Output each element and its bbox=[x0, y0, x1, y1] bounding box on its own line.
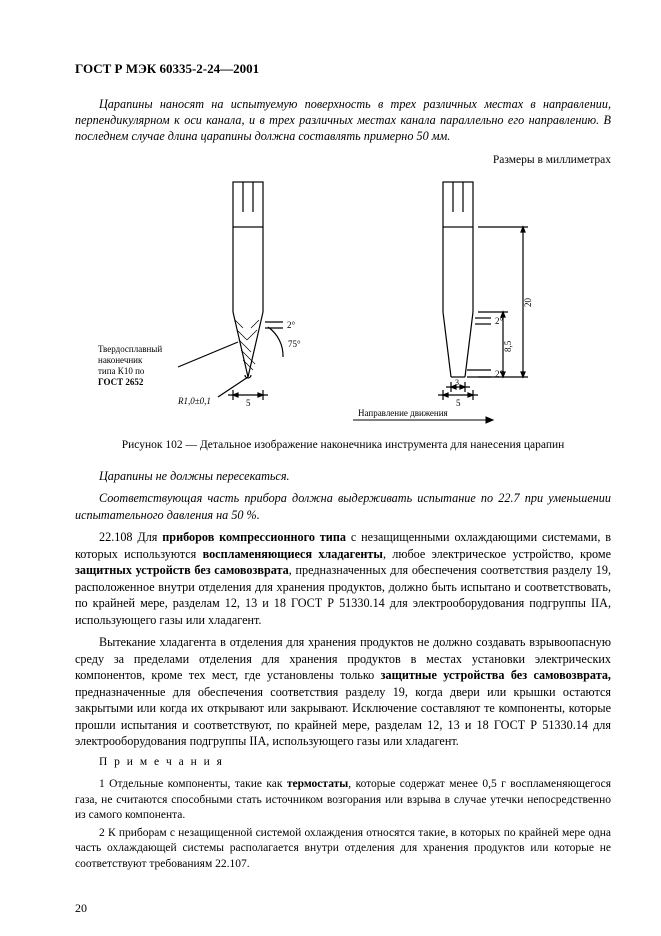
motion-label: Направление движения bbox=[358, 408, 448, 418]
angle-75: 75° bbox=[288, 339, 301, 349]
p4-b2: воспламеняющиеся хладагенты bbox=[203, 547, 383, 561]
p4-b1: приборов компрессионного типа bbox=[162, 530, 346, 544]
page-number: 20 bbox=[75, 900, 87, 916]
doc-header: ГОСТ Р МЭК 60335-2-24—2001 bbox=[75, 60, 611, 78]
h20: 20 bbox=[523, 298, 533, 308]
p5-b1: защитные устройства без самовозврата, bbox=[381, 668, 611, 682]
base-5-left: 5 bbox=[246, 398, 251, 408]
para-5: Вытекание хладагента в отделения для хра… bbox=[75, 634, 611, 749]
figure-102: 75° 2° R1,0±0,1 5 Твердосплавный наконеч… bbox=[75, 172, 611, 432]
para-1: Царапины наносят на испытуемую поверхнос… bbox=[75, 96, 611, 145]
r-ang2: 2° bbox=[495, 369, 504, 379]
p4-m2: , любое электрическое устройство, кроме bbox=[383, 547, 611, 561]
note-1: 1 Отдельные компоненты, такие как термос… bbox=[75, 777, 611, 824]
para-3: Соответствующая часть прибора должна выд… bbox=[75, 490, 611, 523]
para-2: Царапины не должны пересекаться. bbox=[75, 468, 611, 484]
figure-caption: Рисунок 102 — Детальное изображение нако… bbox=[75, 438, 611, 454]
n1-b: термостаты bbox=[287, 778, 348, 790]
h85: 8,5 bbox=[503, 341, 513, 353]
note-2: 2 К приборам с незащищенной системой охл… bbox=[75, 826, 611, 873]
angle-2-left: 2° bbox=[287, 320, 296, 330]
p4-pre: 22.108 Для bbox=[99, 530, 162, 544]
mat2: наконечник bbox=[98, 355, 143, 365]
n1-pre: 1 Отдельные компоненты, такие как bbox=[99, 778, 287, 790]
units-note: Размеры в миллиметрах bbox=[75, 153, 611, 169]
r-base5: 5 bbox=[456, 398, 461, 408]
radius-label: R1,0±0,1 bbox=[177, 396, 211, 406]
r-base3: 3 bbox=[455, 378, 459, 387]
para-4: 22.108 Для приборов компрессионного типа… bbox=[75, 529, 611, 628]
p4-b3: защитных устройств без самовозврата bbox=[75, 563, 289, 577]
r-ang1: 2° bbox=[495, 316, 504, 326]
mat4: ГОСТ 2652 bbox=[98, 377, 144, 387]
notes-title: П р и м е ч а н и я bbox=[75, 755, 611, 771]
mat3: типа К10 по bbox=[98, 366, 145, 376]
p5-post: предназначенные для обеспечения соответс… bbox=[75, 685, 611, 748]
mat1: Твердосплавный bbox=[98, 344, 162, 354]
